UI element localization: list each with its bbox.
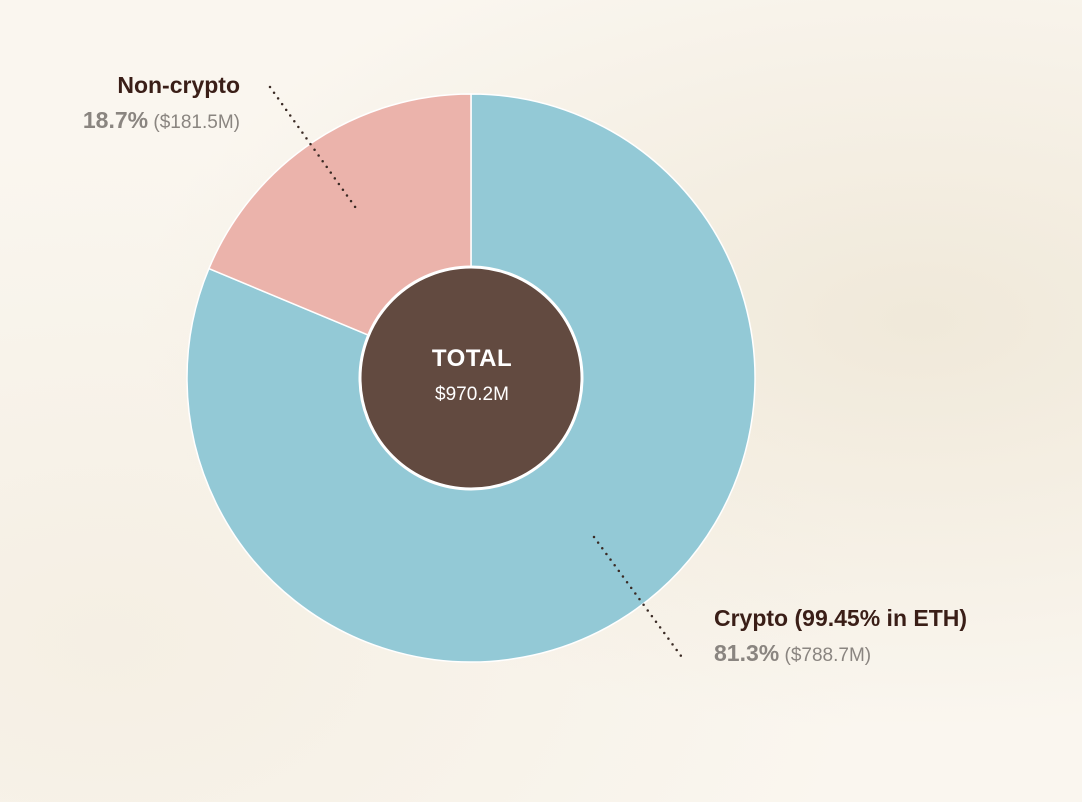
pie-slice-crypto xyxy=(186,93,756,663)
leader-line-non-crypto xyxy=(268,85,360,213)
slice-name-non-crypto: Non-crypto xyxy=(117,72,240,98)
center-total-value: $970.2M xyxy=(435,384,509,405)
slice-value-line-crypto: 81.3% ($788.7M) xyxy=(714,640,967,667)
center-total-title: TOTAL xyxy=(431,345,513,372)
center-total-circle xyxy=(358,265,584,491)
slice-amount-crypto: ($788.7M) xyxy=(784,645,872,666)
label-non-crypto: Non-crypto 18.7% ($181.5M) xyxy=(83,72,240,134)
label-crypto: Crypto (99.45% in ETH) 81.3% ($788.7M) xyxy=(714,605,967,667)
slice-name-crypto: Crypto (99.45% in ETH) xyxy=(714,605,968,631)
leader-line-crypto xyxy=(592,535,686,662)
slice-percent-crypto: 81.3% xyxy=(714,640,780,666)
slice-percent-non-crypto: 18.7% xyxy=(82,107,149,133)
slice-amount-non-crypto: ($181.5M) xyxy=(153,112,240,133)
slice-value-line-non-crypto: 18.7% ($181.5M) xyxy=(83,107,240,134)
